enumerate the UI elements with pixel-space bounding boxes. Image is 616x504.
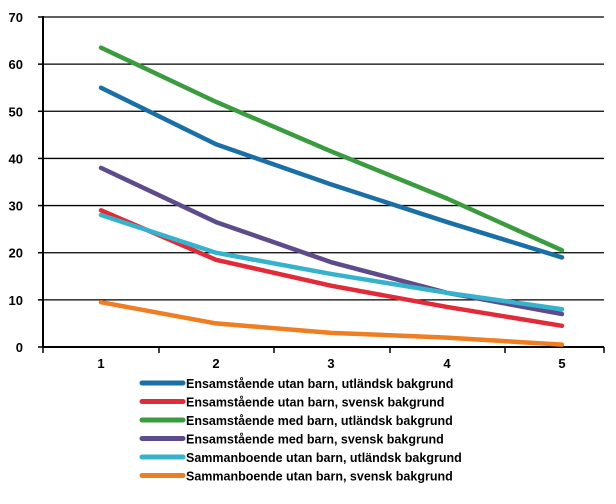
x-tick-label: 1 <box>97 356 104 371</box>
legend-label-3: Ensamstående med barn, utländsk bakgrund <box>186 414 453 428</box>
x-tick-label: 5 <box>558 356 565 371</box>
x-tick-label: 4 <box>443 356 451 371</box>
legend-label-2: Ensamstående utan barn, svensk bakgrund <box>186 396 444 410</box>
y-tick-labels: 0 10 20 30 40 50 60 70 <box>9 10 23 355</box>
x-tick-label: 2 <box>212 356 219 371</box>
legend-label-6: Sammanboende utan barn, svensk bakgrund <box>186 470 453 484</box>
legend-label-4: Ensamstående med barn, svensk bakgrund <box>186 433 444 447</box>
series-line-6 <box>98 299 565 347</box>
legend: Ensamstående utan barn, utländsk bakgrun… <box>139 377 462 484</box>
legend-label-1: Ensamstående utan barn, utländsk bakgrun… <box>186 377 453 391</box>
series-line-3 <box>98 45 565 253</box>
axes <box>38 16 605 353</box>
y-tick-label: 0 <box>16 340 23 355</box>
legend-label-5: Sammanboende utan barn, utländsk bakgrun… <box>186 451 462 465</box>
x-tick-label: 3 <box>327 356 334 371</box>
y-tick-label: 40 <box>9 151 23 166</box>
y-tick-label: 70 <box>9 10 23 25</box>
series-lines <box>98 45 565 347</box>
y-tick-label: 10 <box>9 293 23 308</box>
series-line-2 <box>98 208 565 329</box>
y-tick-label: 30 <box>9 199 23 214</box>
series-line-1 <box>98 85 565 260</box>
y-tick-label: 20 <box>9 246 23 261</box>
series-line-5 <box>98 212 565 312</box>
x-tick-labels: 1 2 3 4 5 <box>97 356 565 371</box>
y-tick-label: 60 <box>9 57 23 72</box>
y-tick-label: 50 <box>9 104 23 119</box>
